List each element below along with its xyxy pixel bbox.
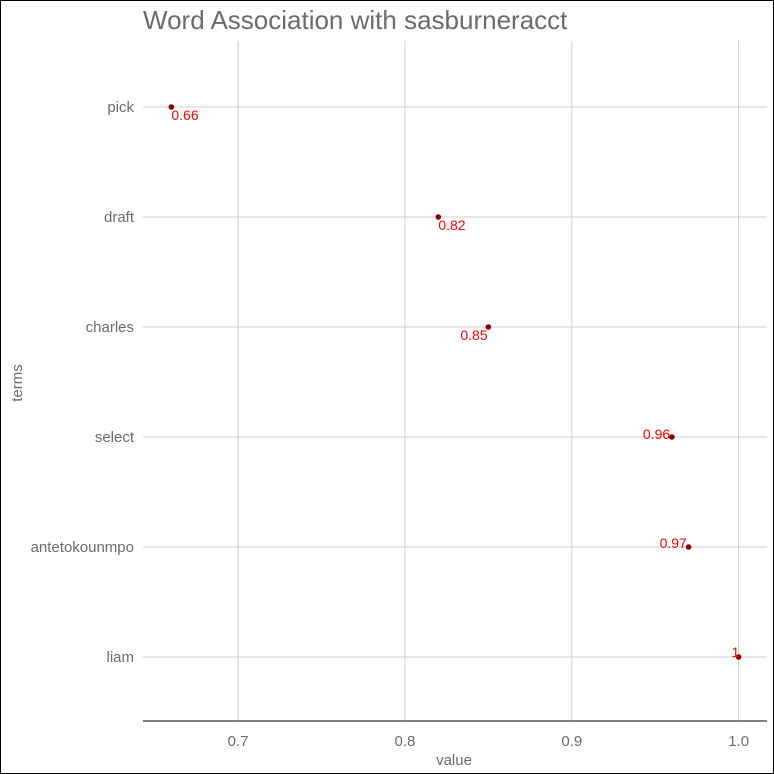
- y-tick-label: liam: [106, 649, 134, 666]
- data-label: 0.85: [460, 327, 487, 343]
- y-tick-label: draft: [104, 209, 135, 226]
- data-label: 0.66: [171, 107, 198, 123]
- data-labels: 0.66 0.82 0.85 0.96 0.97 1: [171, 107, 739, 660]
- y-tick-labels: pick draft charles select antetokounmpo liam: [31, 99, 135, 666]
- chart-title: Word Association with sasburneracct: [143, 5, 568, 35]
- y-tick-label: select: [95, 429, 135, 446]
- data-label: 1: [732, 644, 740, 660]
- x-tick-label: 0.8: [395, 733, 416, 750]
- x-tick-label: 0.7: [228, 733, 249, 750]
- data-point: [168, 104, 175, 110]
- x-axis-title: value: [436, 752, 472, 769]
- y-tick-label: antetokounmpo: [31, 539, 134, 556]
- data-label: 0.82: [438, 217, 465, 233]
- x-tick-label: 0.9: [561, 733, 582, 750]
- y-gridlines: [143, 106, 767, 658]
- y-tick-label: charles: [86, 319, 134, 336]
- data-point: [485, 324, 492, 330]
- data-point: [669, 434, 675, 440]
- y-tick-label: pick: [107, 99, 134, 116]
- data-label: 0.96: [643, 426, 670, 442]
- data-point: [735, 654, 742, 660]
- x-tick-label: 1.0: [728, 733, 749, 750]
- data-label: 0.97: [660, 535, 687, 551]
- data-point: [435, 214, 442, 220]
- data-points: [168, 104, 742, 660]
- y-axis-title: terms: [9, 364, 26, 402]
- x-tick-labels: 0.7 0.8 0.9 1.0: [228, 733, 749, 750]
- x-gridlines: [237, 41, 740, 721]
- data-point: [685, 544, 692, 550]
